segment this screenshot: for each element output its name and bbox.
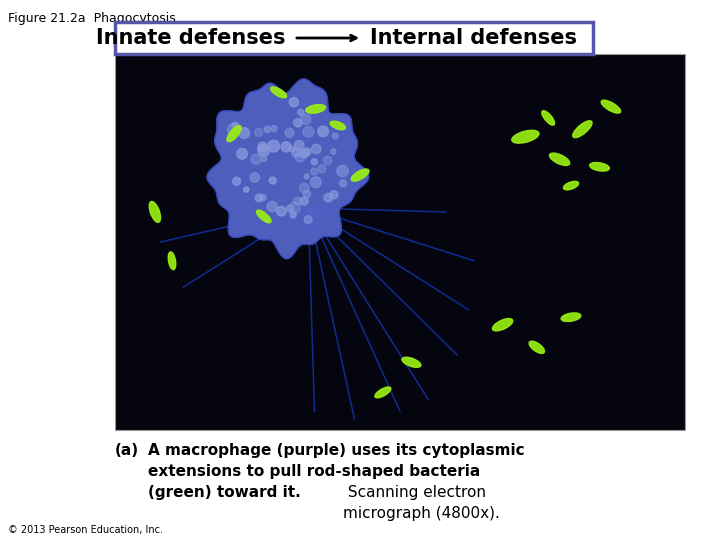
Circle shape <box>311 168 318 175</box>
Text: A macrophage (purple) uses its cytoplasmic: A macrophage (purple) uses its cytoplasm… <box>148 443 525 458</box>
Circle shape <box>324 193 333 202</box>
Circle shape <box>255 194 263 202</box>
Text: (a): (a) <box>115 443 139 458</box>
Circle shape <box>233 177 240 185</box>
Circle shape <box>337 165 348 177</box>
Bar <box>115 22 593 54</box>
Circle shape <box>269 177 276 184</box>
Circle shape <box>232 122 239 129</box>
Ellipse shape <box>563 181 579 190</box>
Circle shape <box>264 126 271 133</box>
Circle shape <box>304 174 309 179</box>
Text: Internal defenses: Internal defenses <box>370 28 577 48</box>
Circle shape <box>318 165 326 173</box>
Circle shape <box>258 145 269 156</box>
Ellipse shape <box>601 100 621 113</box>
Circle shape <box>290 212 296 218</box>
Circle shape <box>300 114 311 124</box>
Ellipse shape <box>561 313 581 321</box>
Circle shape <box>287 205 294 212</box>
Circle shape <box>300 183 309 193</box>
Circle shape <box>295 152 305 162</box>
Circle shape <box>289 98 299 107</box>
Circle shape <box>267 201 277 212</box>
Text: (green) toward it.: (green) toward it. <box>148 485 301 500</box>
Ellipse shape <box>271 87 287 98</box>
Circle shape <box>251 154 261 164</box>
Text: Figure 21.2a  Phagocytosis.: Figure 21.2a Phagocytosis. <box>8 12 180 25</box>
Ellipse shape <box>573 121 592 138</box>
Circle shape <box>261 156 266 161</box>
Ellipse shape <box>227 126 241 142</box>
Circle shape <box>323 156 332 165</box>
Circle shape <box>289 202 300 213</box>
Ellipse shape <box>168 252 176 269</box>
Circle shape <box>340 180 346 187</box>
Circle shape <box>237 148 248 159</box>
Circle shape <box>311 144 321 154</box>
Text: Scanning electron: Scanning electron <box>343 485 486 500</box>
Ellipse shape <box>149 201 161 222</box>
Text: micrograph (4800x).: micrograph (4800x). <box>343 506 500 521</box>
Circle shape <box>300 197 308 205</box>
Circle shape <box>268 140 279 152</box>
Ellipse shape <box>492 319 513 331</box>
Ellipse shape <box>306 105 325 113</box>
Circle shape <box>298 109 304 116</box>
Circle shape <box>289 146 294 152</box>
Ellipse shape <box>375 387 391 398</box>
Circle shape <box>255 129 263 137</box>
Circle shape <box>300 150 308 158</box>
Circle shape <box>250 173 260 182</box>
Circle shape <box>303 126 314 137</box>
Bar <box>115 54 685 430</box>
Circle shape <box>258 142 268 152</box>
Circle shape <box>281 141 292 152</box>
Circle shape <box>294 197 302 205</box>
Text: Innate defenses: Innate defenses <box>96 28 286 48</box>
Circle shape <box>303 148 311 156</box>
Circle shape <box>285 129 294 137</box>
Circle shape <box>292 148 301 157</box>
Circle shape <box>271 125 277 131</box>
Ellipse shape <box>330 121 346 130</box>
Circle shape <box>330 191 338 199</box>
Circle shape <box>310 177 321 187</box>
Circle shape <box>294 119 302 127</box>
Circle shape <box>318 126 328 137</box>
Circle shape <box>330 149 336 154</box>
Circle shape <box>276 206 287 216</box>
Circle shape <box>243 187 249 192</box>
Circle shape <box>228 124 240 136</box>
Ellipse shape <box>256 210 271 223</box>
Text: extensions to pull rod-shaped bacteria: extensions to pull rod-shaped bacteria <box>148 464 480 479</box>
Ellipse shape <box>549 153 570 165</box>
Circle shape <box>294 140 304 150</box>
Circle shape <box>239 127 250 138</box>
Circle shape <box>260 194 266 201</box>
Ellipse shape <box>529 341 544 353</box>
Circle shape <box>311 159 318 165</box>
Ellipse shape <box>542 111 554 125</box>
Text: © 2013 Pearson Education, Inc.: © 2013 Pearson Education, Inc. <box>8 525 163 535</box>
Circle shape <box>303 190 310 198</box>
Ellipse shape <box>351 169 369 181</box>
Ellipse shape <box>590 163 609 171</box>
Circle shape <box>333 133 338 139</box>
Polygon shape <box>207 79 369 259</box>
Circle shape <box>304 215 312 224</box>
Ellipse shape <box>402 357 421 367</box>
Ellipse shape <box>512 130 539 143</box>
